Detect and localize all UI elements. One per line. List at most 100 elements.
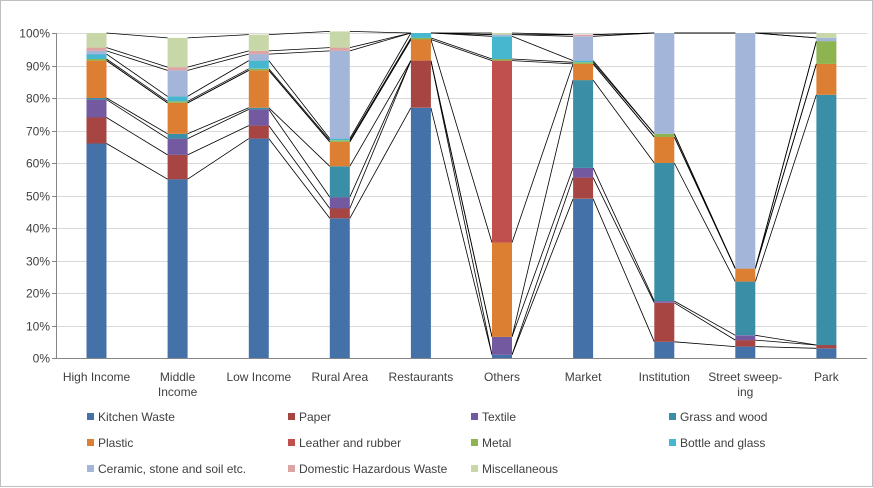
series-line xyxy=(349,39,412,143)
bar-segment xyxy=(492,59,512,61)
x-tick-label: ing xyxy=(737,385,753,399)
bar-segment xyxy=(816,41,837,64)
legend-swatch xyxy=(87,413,94,420)
legend-entry: Kitchen Waste xyxy=(98,410,175,424)
legend-entry: Plastic xyxy=(98,436,133,450)
bar-segment xyxy=(573,177,594,199)
series-line xyxy=(349,32,412,52)
series-line xyxy=(430,37,493,60)
bar-segment xyxy=(573,34,594,37)
x-tick-label: Others xyxy=(484,370,520,384)
series-line xyxy=(268,125,331,209)
legend-swatch xyxy=(669,413,676,420)
series-line xyxy=(430,39,493,243)
legend-swatch xyxy=(87,465,94,472)
legend-swatch xyxy=(471,439,478,446)
bar-segment xyxy=(248,125,269,139)
legend-entry: Paper xyxy=(299,410,331,424)
y-tick-label: 60% xyxy=(26,157,50,171)
series-line xyxy=(106,47,168,68)
bar-segment xyxy=(248,54,269,61)
bar-segment xyxy=(654,163,675,302)
legend-swatch xyxy=(288,465,295,472)
bar-segment xyxy=(573,36,594,61)
series-line xyxy=(106,117,168,156)
bar-segment xyxy=(329,138,350,141)
bar-segment xyxy=(492,36,512,60)
series-line xyxy=(511,198,574,355)
legend-entry: Textile xyxy=(482,410,516,424)
series-line xyxy=(106,50,168,71)
series-line xyxy=(349,60,412,167)
bar-segment xyxy=(816,33,837,38)
series-line xyxy=(430,60,493,355)
bar-segment xyxy=(492,354,512,359)
bar-segment xyxy=(654,341,675,359)
bar-segment xyxy=(248,50,269,55)
bar-segment xyxy=(248,109,269,126)
series-line xyxy=(511,58,574,63)
bar-segment xyxy=(86,99,107,118)
series-line xyxy=(349,37,412,141)
bar-segment xyxy=(329,166,350,198)
bar-segment xyxy=(816,63,837,95)
series-line xyxy=(349,60,412,198)
bar-segment xyxy=(735,268,756,282)
x-tick-label: Income xyxy=(158,385,198,399)
legend: Kitchen Waste Paper Textile Grass and wood P… xyxy=(87,410,767,476)
series-line xyxy=(187,70,249,104)
series-line xyxy=(511,32,574,35)
bar-segment xyxy=(329,218,350,359)
series-line xyxy=(430,39,493,61)
series-line xyxy=(755,334,817,346)
bar-segment xyxy=(248,60,269,69)
bar-segment xyxy=(573,198,594,359)
series-line xyxy=(187,53,249,71)
series-line xyxy=(754,94,817,282)
bar-segment xyxy=(735,33,756,269)
bar-segment xyxy=(248,70,269,108)
x-tick-label: Market xyxy=(565,370,602,384)
series-line xyxy=(268,47,330,52)
series-line xyxy=(755,339,817,346)
series-line xyxy=(106,97,168,135)
series-line xyxy=(187,109,249,139)
series-line xyxy=(187,138,250,180)
bar-segment xyxy=(167,101,188,103)
series-line xyxy=(268,68,331,141)
x-tick-label: Low Income xyxy=(226,370,291,384)
bar-segment xyxy=(248,34,269,51)
bar-segment xyxy=(654,302,675,342)
series-line xyxy=(349,107,412,219)
series-line xyxy=(674,300,736,336)
legend-swatch xyxy=(288,413,295,420)
series-line xyxy=(268,50,330,55)
series-connector-lines xyxy=(106,31,817,355)
bar-segment xyxy=(492,34,512,37)
bar-segment xyxy=(167,133,188,139)
bar-segment xyxy=(86,60,107,98)
x-tick-label: Institution xyxy=(639,370,690,384)
x-tick-label: High Income xyxy=(63,370,131,384)
bar-segment xyxy=(86,50,107,55)
y-tick-label: 20% xyxy=(26,287,50,301)
bar-segment xyxy=(86,54,107,59)
x-tick-label: Rural Area xyxy=(311,370,368,384)
bar-segment xyxy=(816,345,837,349)
bar-segment xyxy=(410,37,431,40)
series-line xyxy=(268,31,330,35)
series-line xyxy=(106,99,168,139)
bar-segment xyxy=(167,138,188,155)
bar-segment xyxy=(654,133,675,137)
series-line xyxy=(673,162,736,282)
legend-entry: Grass and wood xyxy=(680,410,767,424)
bar-segment xyxy=(167,67,188,71)
x-tick-label: Restaurants xyxy=(389,370,454,384)
bar-segment xyxy=(86,143,107,358)
legend-entry: Miscellaneous xyxy=(482,462,558,476)
bar-segment xyxy=(86,59,107,61)
bar-segment xyxy=(735,340,756,347)
x-tick-label: Park xyxy=(814,370,840,384)
bar-segment xyxy=(167,102,188,134)
y-tick-label: 50% xyxy=(26,190,50,204)
